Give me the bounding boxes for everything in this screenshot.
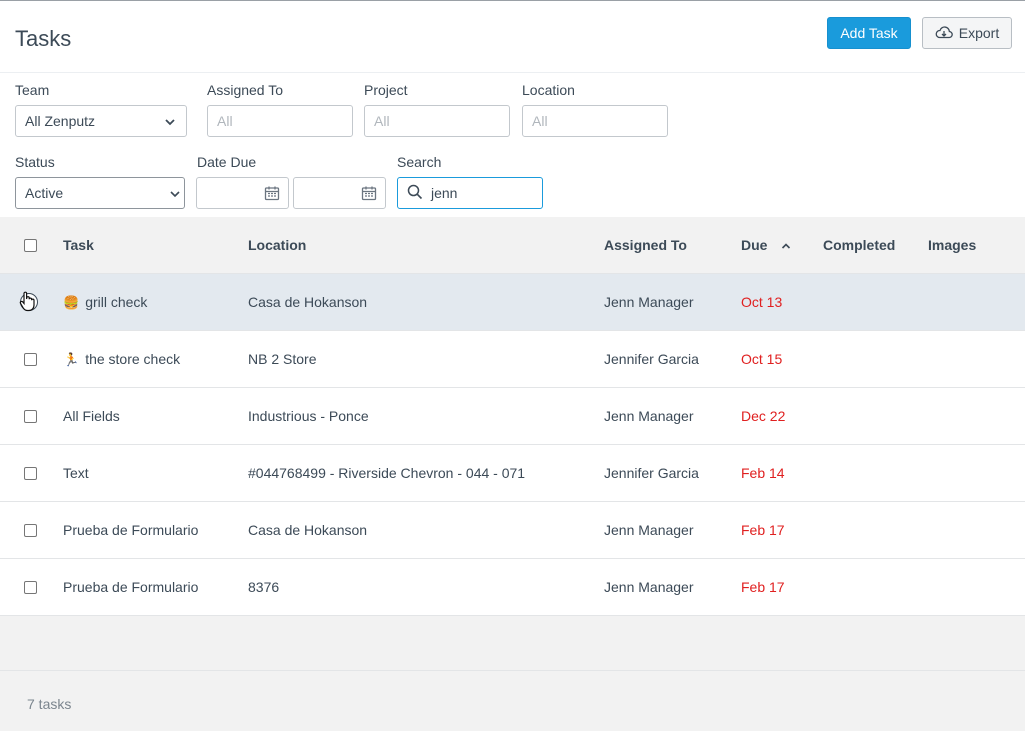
date-due-label: Date Due — [197, 154, 257, 170]
filters-panel: Team All Zenputz Assigned To All Project… — [0, 73, 1025, 217]
column-header-due[interactable]: Due — [741, 237, 791, 253]
export-button[interactable]: Export — [922, 17, 1012, 49]
status-select[interactable]: Active — [15, 177, 185, 209]
row-checkbox[interactable] — [24, 524, 37, 537]
date-due-start-field[interactable] — [196, 177, 289, 209]
table-header: Task Location Assigned To Due Completed … — [0, 217, 1025, 274]
assigned-cell: Jenn Manager — [604, 522, 694, 538]
task-name-cell[interactable]: All Fields — [63, 408, 120, 424]
team-select[interactable]: All Zenputz — [15, 105, 187, 137]
task-name-cell[interactable]: Prueba de Formulario — [63, 579, 199, 595]
hand-cursor-icon — [18, 290, 36, 315]
table-row[interactable]: Text #044768499 - Riverside Chevron - 04… — [0, 445, 1025, 502]
search-value: jenn — [431, 185, 458, 201]
assigned-cell: Jennifer Garcia — [604, 465, 699, 481]
page-header: Tasks Add Task Export — [0, 1, 1025, 73]
table-row[interactable]: Prueba de Formulario 8376 Jenn Manager F… — [0, 559, 1025, 616]
calendar-icon[interactable] — [361, 185, 377, 204]
column-header-assigned-to[interactable]: Assigned To — [604, 237, 687, 253]
column-header-location[interactable]: Location — [248, 237, 307, 253]
runner-icon: 🏃 — [63, 352, 80, 367]
team-value: All Zenputz — [25, 113, 96, 129]
burger-icon: 🍔 — [63, 295, 80, 310]
assigned-to-field[interactable]: All — [207, 105, 353, 137]
assigned-cell: Jenn Manager — [604, 579, 694, 595]
location-cell: 8376 — [248, 579, 280, 595]
project-field[interactable]: All — [364, 105, 510, 137]
status-value: Active — [25, 185, 64, 201]
column-header-task[interactable]: Task — [63, 237, 94, 253]
row-checkbox[interactable] — [24, 467, 37, 480]
table-row[interactable]: All Fields Industrious - Ponce Jenn Mana… — [0, 388, 1025, 445]
location-cell: Casa de Hokanson — [248, 522, 368, 538]
due-header-label: Due — [741, 237, 768, 253]
location-cell: NB 2 Store — [248, 351, 317, 367]
task-name-cell[interactable]: Text — [63, 465, 89, 481]
table-row[interactable]: 🍔 grill check Casa de Hokanson Jenn Manag… — [0, 274, 1025, 331]
due-cell: Oct 15 — [741, 351, 783, 367]
team-label: Team — [15, 82, 50, 98]
task-name-cell[interactable]: Prueba de Formulario — [63, 522, 199, 538]
location-label: Location — [522, 82, 575, 98]
table-row[interactable]: 🏃 the store check NB 2 Store Jennifer Gar… — [0, 331, 1025, 388]
assigned-cell: Jenn Manager — [604, 408, 694, 424]
row-checkbox[interactable] — [24, 581, 37, 594]
table-footer: 7 tasks — [0, 671, 1025, 731]
table-row[interactable]: Prueba de Formulario Casa de Hokanson Je… — [0, 502, 1025, 559]
sort-asc-icon — [781, 237, 791, 253]
column-header-images[interactable]: Images — [928, 237, 977, 253]
assigned-cell: Jenn Manager — [604, 294, 694, 310]
tasks-table: Task Location Assigned To Due Completed … — [0, 217, 1025, 616]
task-name-cell[interactable]: 🍔 grill check — [63, 294, 147, 311]
export-label: Export — [958, 25, 1000, 41]
date-due-end-field[interactable] — [293, 177, 386, 209]
column-header-completed[interactable]: Completed — [823, 237, 896, 253]
due-cell: Oct 13 — [741, 294, 783, 310]
search-label: Search — [397, 154, 442, 170]
task-name: the store check — [85, 351, 181, 367]
assigned-cell: Jennifer Garcia — [604, 351, 699, 367]
location-cell: Casa de Hokanson — [248, 294, 368, 310]
assigned-to-label: Assigned To — [207, 82, 284, 98]
location-cell: #044768499 - Riverside Chevron - 044 - 0… — [248, 465, 526, 481]
due-cell: Feb 17 — [741, 522, 785, 538]
add-task-button[interactable]: Add Task — [827, 17, 911, 49]
select-all-checkbox[interactable] — [24, 239, 37, 252]
chevron-down-icon — [170, 187, 180, 203]
table-empty-area — [0, 616, 1025, 671]
search-icon — [407, 184, 423, 203]
project-label: Project — [364, 82, 408, 98]
due-cell: Dec 22 — [741, 408, 786, 424]
row-checkbox[interactable] — [24, 410, 37, 423]
task-count: 7 tasks — [27, 696, 72, 712]
row-checkbox[interactable] — [24, 353, 37, 366]
due-cell: Feb 17 — [741, 579, 785, 595]
page-title: Tasks — [15, 26, 72, 51]
location-cell: Industrious - Ponce — [248, 408, 369, 424]
status-label: Status — [15, 154, 55, 170]
chevron-down-icon — [164, 115, 176, 131]
task-name: grill check — [85, 294, 148, 310]
calendar-icon[interactable] — [264, 185, 280, 204]
task-name-cell[interactable]: 🏃 the store check — [63, 351, 180, 368]
location-field[interactable]: All — [522, 105, 668, 137]
due-cell: Feb 14 — [741, 465, 785, 481]
cloud-download-icon — [935, 25, 953, 42]
search-input[interactable]: jenn — [397, 177, 543, 209]
